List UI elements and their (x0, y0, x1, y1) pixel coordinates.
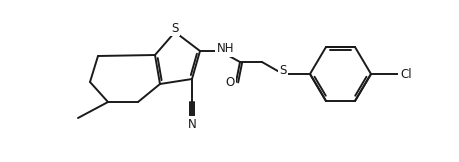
Text: Cl: Cl (399, 68, 411, 81)
Text: N: N (187, 117, 196, 131)
Text: NH: NH (217, 42, 234, 56)
Text: S: S (279, 64, 286, 76)
Text: O: O (225, 75, 234, 88)
Text: S: S (171, 22, 178, 35)
